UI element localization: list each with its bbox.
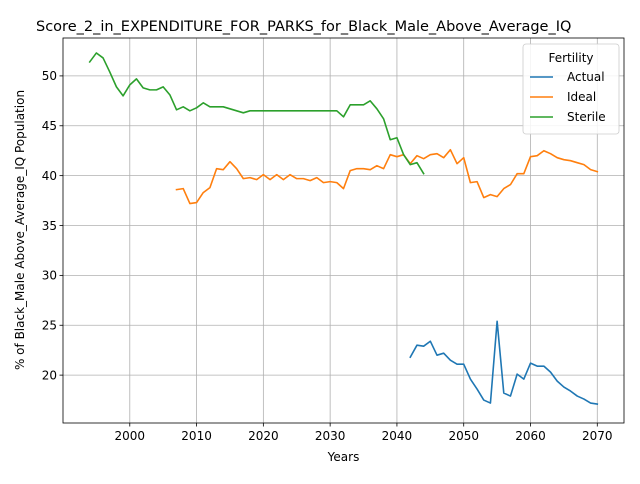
legend: Fertility Actual Ideal Sterile: [522, 43, 620, 135]
y-tick-label: 25: [42, 319, 57, 333]
legend-label-ideal: Ideal: [567, 90, 596, 104]
legend-label-actual: Actual: [567, 70, 605, 84]
y-tick-label: 30: [42, 269, 57, 283]
legend-box: [522, 43, 620, 135]
x-tick-label: 2000: [115, 429, 146, 443]
series-lines: [88, 52, 599, 405]
x-tick-label: 2030: [315, 429, 346, 443]
series-line-sterile: [88, 52, 425, 175]
x-tick-label: 2060: [515, 429, 546, 443]
legend-title: Fertility: [548, 51, 593, 65]
axis-ticks: 2000 2010 2020 2030 2040 2050 2060 2070 20 25 30 35…: [42, 69, 613, 443]
x-axis-label: Years: [327, 450, 360, 464]
series-line-ideal: [175, 148, 599, 205]
series-line-actual: [409, 320, 599, 405]
x-tick-label: 2040: [382, 429, 413, 443]
chart-title: Score_2_in_EXPENDITURE_FOR_PARKS_for_Bla…: [36, 19, 571, 35]
y-tick-label: 35: [42, 219, 57, 233]
legend-entries: Actual Ideal Sterile: [530, 70, 606, 124]
x-tick-label: 2010: [181, 429, 212, 443]
y-axis-label: % of Black_Male Above_Average_IQ Populat…: [13, 90, 27, 370]
x-tick-label: 2020: [248, 429, 279, 443]
y-tick-label: 45: [42, 119, 57, 133]
y-tick-label: 40: [42, 169, 57, 183]
plot-area-frame: [62, 37, 625, 424]
x-tick-label: 2050: [448, 429, 479, 443]
y-tick-label: 50: [42, 69, 57, 83]
x-tick-label: 2070: [582, 429, 613, 443]
y-tick-label: 20: [42, 368, 57, 382]
legend-label-sterile: Sterile: [567, 110, 606, 124]
